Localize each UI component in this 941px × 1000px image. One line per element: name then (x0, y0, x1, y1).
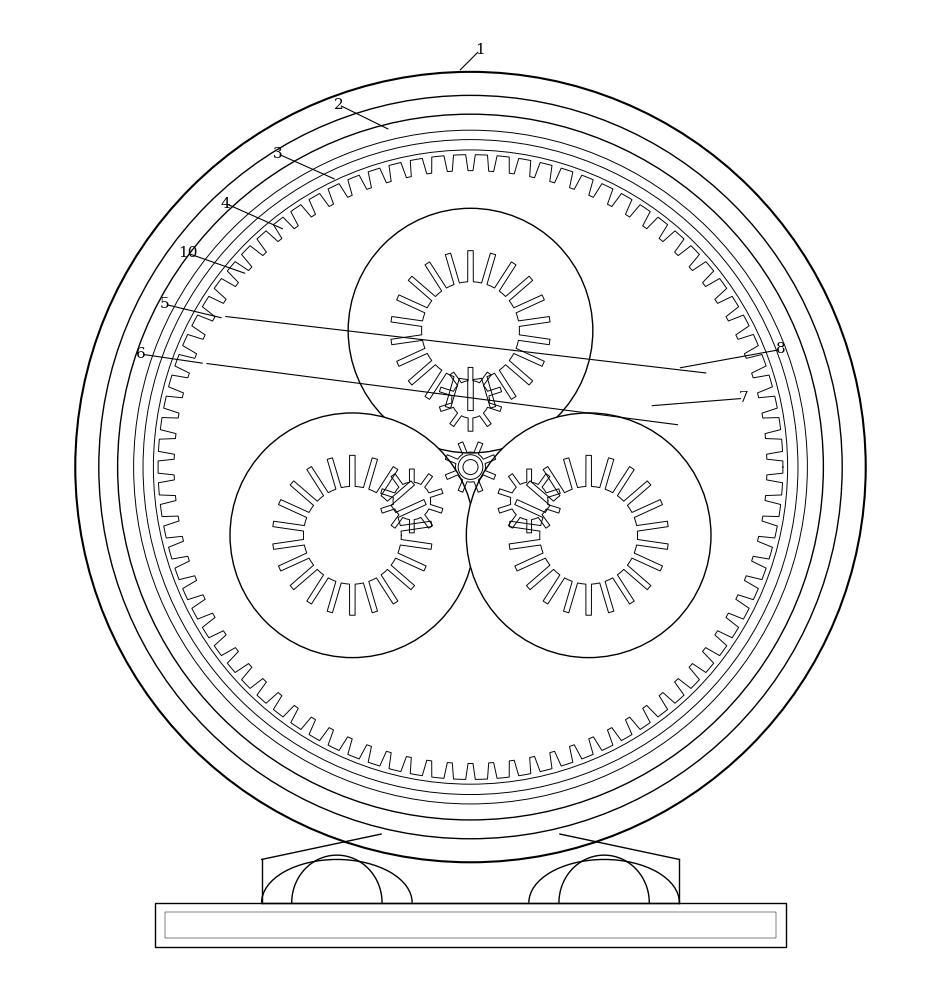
Circle shape (326, 509, 378, 562)
Circle shape (230, 413, 474, 658)
Bar (165, 912, 776, 938)
Circle shape (458, 455, 483, 479)
Circle shape (549, 495, 629, 575)
Circle shape (455, 384, 486, 415)
Circle shape (444, 304, 497, 357)
Text: 10: 10 (179, 246, 198, 260)
Text: 7: 7 (739, 391, 748, 405)
Circle shape (348, 208, 593, 453)
Circle shape (430, 290, 511, 371)
Text: 8: 8 (776, 342, 786, 356)
Circle shape (467, 413, 711, 658)
Text: 3: 3 (273, 147, 282, 161)
Text: 2: 2 (334, 98, 343, 112)
Circle shape (312, 495, 392, 575)
Circle shape (396, 486, 427, 516)
Text: 4: 4 (221, 197, 231, 211)
Circle shape (563, 509, 615, 562)
Circle shape (519, 492, 538, 510)
Text: 1: 1 (475, 43, 485, 57)
Circle shape (403, 492, 422, 510)
Circle shape (463, 460, 478, 475)
Bar (155, 903, 786, 947)
Circle shape (514, 486, 545, 516)
Circle shape (461, 390, 480, 409)
Text: 5: 5 (160, 297, 169, 311)
Text: 6: 6 (136, 347, 146, 361)
Circle shape (174, 171, 767, 763)
